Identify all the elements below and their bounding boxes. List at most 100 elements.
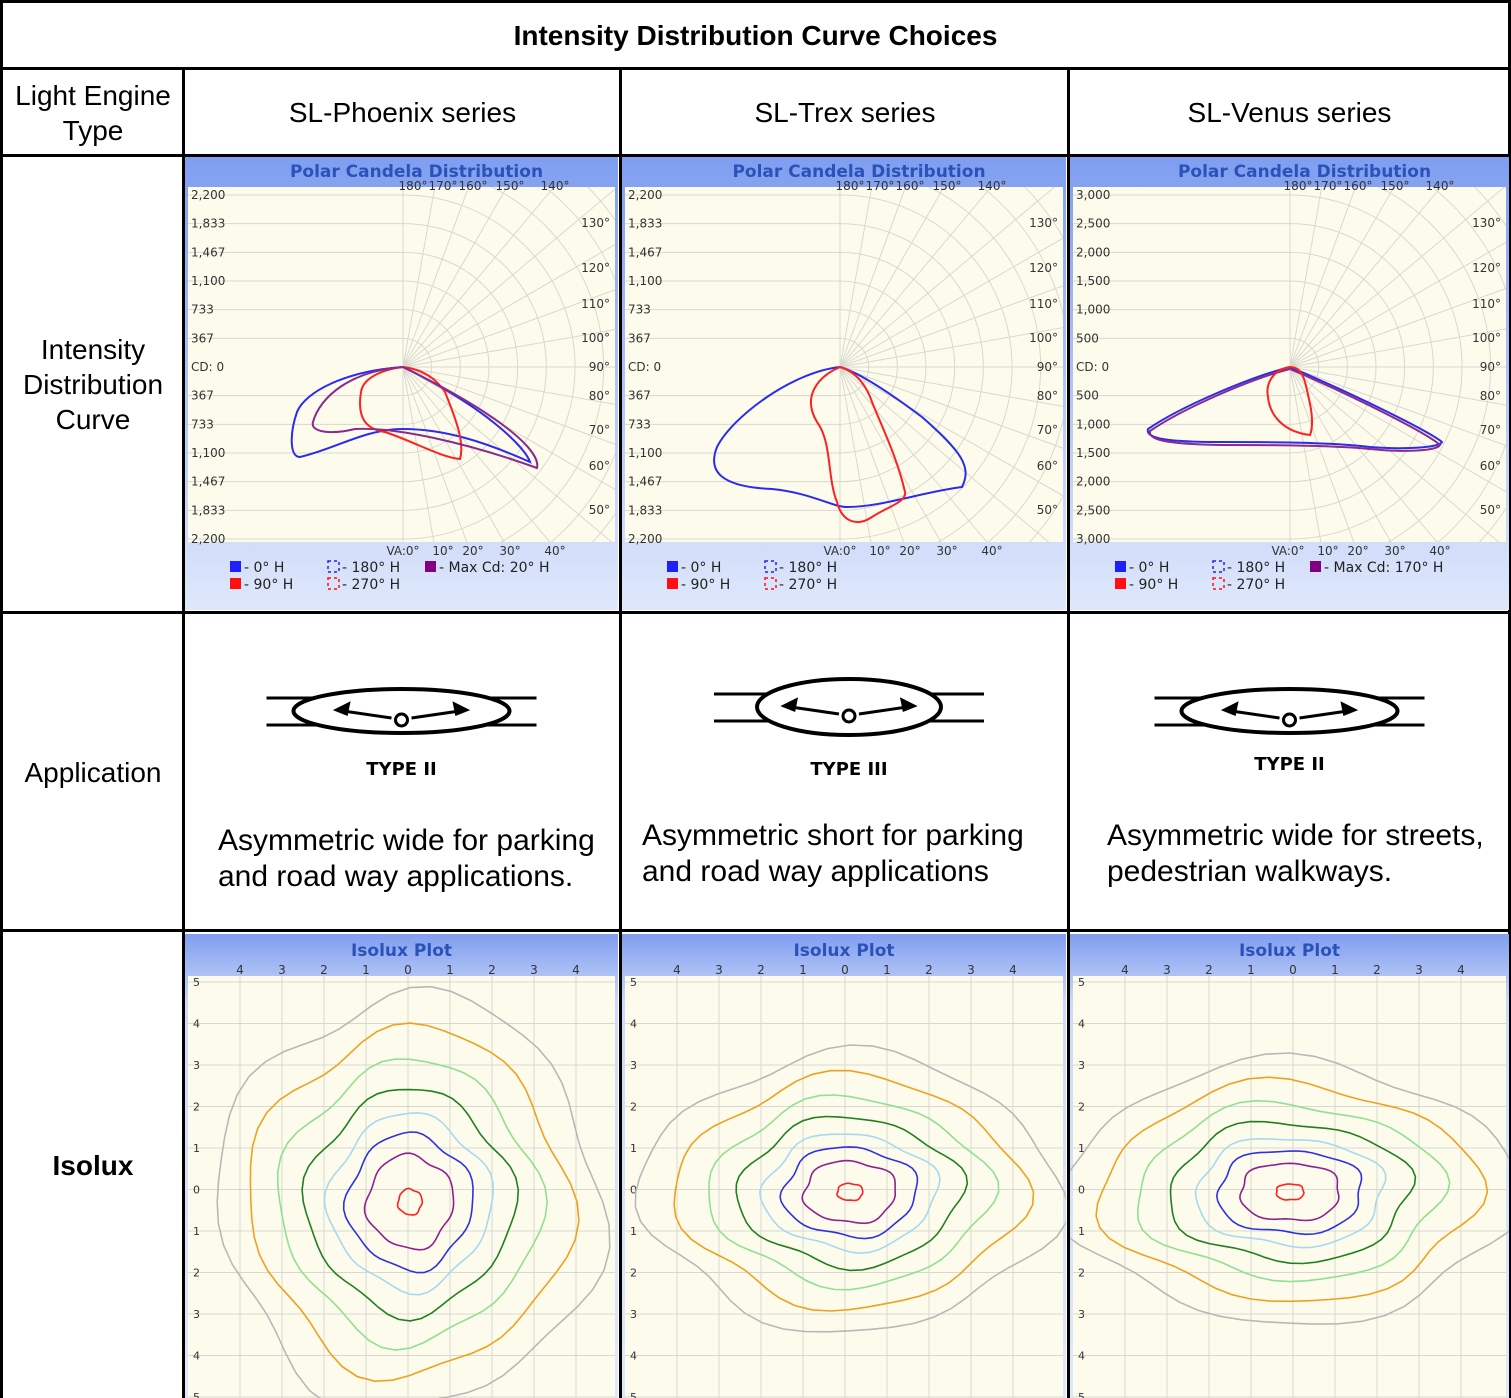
- legend-swatch: [230, 578, 241, 589]
- angle-tick-label: 150°: [933, 179, 962, 193]
- y-tick-label: 3: [193, 1308, 200, 1321]
- plot-area: [188, 187, 615, 542]
- isolux-contour: [1070, 1052, 1509, 1325]
- legend-label: - 0° H: [1129, 560, 1169, 576]
- grid-radial: [1289, 287, 1506, 368]
- x-tick-label: 4: [1121, 963, 1129, 977]
- legend-swatch: [667, 561, 678, 572]
- angle-tick-label: VA:0°: [386, 544, 419, 558]
- table-rule: [0, 154, 1511, 157]
- y-tick-label: 4: [1078, 1350, 1085, 1363]
- grid-radial: [402, 366, 615, 490]
- angle-tick-label: 50°: [589, 503, 610, 517]
- x-tick-label: 3: [278, 963, 286, 977]
- isolux-chart: Isolux Plot 4 3 2 1 0 1 2 3 4 5 4 3 2 1 0 1 2 3 4 5: [622, 934, 1066, 1398]
- grid-radial: [839, 187, 992, 368]
- grid-radial: [402, 366, 551, 542]
- grid-radial: [1289, 366, 1506, 493]
- angle-tick-label: 160°: [1344, 179, 1373, 193]
- y-tick-label: 2: [630, 1267, 637, 1280]
- angle-tick-label: 60°: [1480, 459, 1501, 473]
- angle-tick-label: 140°: [541, 179, 570, 193]
- grid-radial: [839, 187, 1056, 368]
- angle-tick-label: 180°: [399, 179, 428, 193]
- grid-radial: [402, 329, 615, 368]
- grid-radial: [402, 366, 613, 542]
- x-tick-label: 2: [1373, 963, 1381, 977]
- x-tick-label: 3: [715, 963, 723, 977]
- chart-title: Isolux Plot: [1239, 941, 1340, 961]
- pole: [841, 708, 857, 724]
- cd-tick-label: 367: [191, 331, 214, 345]
- angle-tick-label: 90°: [1037, 360, 1058, 374]
- cd-tick-label: 2,200: [628, 532, 662, 546]
- y-tick-label: 0: [630, 1184, 637, 1197]
- x-tick-label: 4: [572, 963, 580, 977]
- legend-swatch: [764, 577, 777, 590]
- legend-swatch: [1310, 561, 1321, 572]
- legend-label: - 90° H: [1129, 577, 1178, 593]
- row-label: Intensity Distribution Curve: [22, 334, 164, 435]
- grid-radial: [402, 187, 508, 368]
- y-tick-label: 5: [630, 976, 637, 989]
- angle-tick-label: 110°: [1029, 297, 1058, 311]
- isolux-contour: [249, 1022, 580, 1383]
- y-tick-label: 2: [630, 1101, 637, 1114]
- x-tick-label: 2: [925, 963, 933, 977]
- legend-swatch: [230, 561, 241, 572]
- x-tick-label: 1: [1247, 963, 1255, 977]
- grid: [1073, 187, 1506, 542]
- grid-radial: [402, 366, 615, 405]
- cd-tick-label: 2,000: [1076, 475, 1110, 489]
- legend-swatch: [1115, 561, 1126, 572]
- road-diagram: TYPE II: [266, 687, 537, 780]
- row-label: Application: [24, 756, 162, 788]
- y-tick-label: 4: [193, 1350, 200, 1363]
- angle-tick-label: 150°: [496, 179, 525, 193]
- cd-tick-label: 1,000: [1076, 303, 1110, 317]
- arrow: [411, 701, 471, 720]
- isolux-contour: [801, 1159, 896, 1225]
- grid-radial: [402, 366, 615, 445]
- grid-radial: [1289, 187, 1506, 368]
- legend-label: - Max Cd: 20° H: [439, 560, 550, 576]
- grid-radial: [839, 237, 1063, 368]
- isolux-contour: [1239, 1162, 1340, 1222]
- y-tick-label: 4: [630, 1350, 637, 1363]
- y-tick-label: 1: [1078, 1225, 1085, 1238]
- y-tick-label: 5: [1078, 976, 1085, 989]
- grid-radial: [402, 289, 615, 368]
- row-label: Isolux: [52, 1149, 134, 1181]
- cd-tick-label: 367: [628, 389, 651, 403]
- cd-tick-label: 733: [628, 417, 651, 431]
- y-tick-label: 2: [193, 1267, 200, 1280]
- grid-radial: [839, 366, 1063, 407]
- x-tick-label: 4: [1009, 963, 1017, 977]
- polar-chart: Polar Candela Distribution 2,200 1,833 1,46…: [185, 157, 618, 610]
- distribution-curve: [713, 365, 967, 509]
- chart-title: Polar Candela Distribution: [1178, 162, 1431, 182]
- arrow: [332, 701, 392, 720]
- cd-tick-label: 1,833: [191, 503, 225, 517]
- x-tick-label: 2: [320, 963, 328, 977]
- angle-tick-label: 120°: [1472, 261, 1501, 275]
- isolux-contour: [1136, 1099, 1451, 1283]
- legend-swatch: [1115, 578, 1126, 589]
- y-tick-label: 5: [1078, 1391, 1085, 1398]
- angle-tick-label: 130°: [581, 216, 610, 230]
- isolux-contour: [779, 1146, 919, 1240]
- distribution-curve: [1266, 365, 1314, 437]
- application-description: Asymmetric short for parking and road wa…: [642, 819, 1024, 888]
- legend-swatch: [327, 577, 340, 590]
- pole: [1282, 712, 1297, 728]
- x-tick-label: 4: [236, 963, 244, 977]
- y-tick-label: 0: [1078, 1184, 1085, 1197]
- grid-radial: [839, 366, 942, 542]
- angle-tick-label: 120°: [1029, 261, 1058, 275]
- grid-radial: [402, 366, 435, 542]
- cd-tick-label: 500: [1076, 331, 1099, 345]
- legend-label: - 270° H: [779, 577, 837, 593]
- angle-tick-label: 180°: [1284, 179, 1313, 193]
- header-label: Light Engine Type: [15, 79, 171, 146]
- grid-radial: [1289, 366, 1506, 447]
